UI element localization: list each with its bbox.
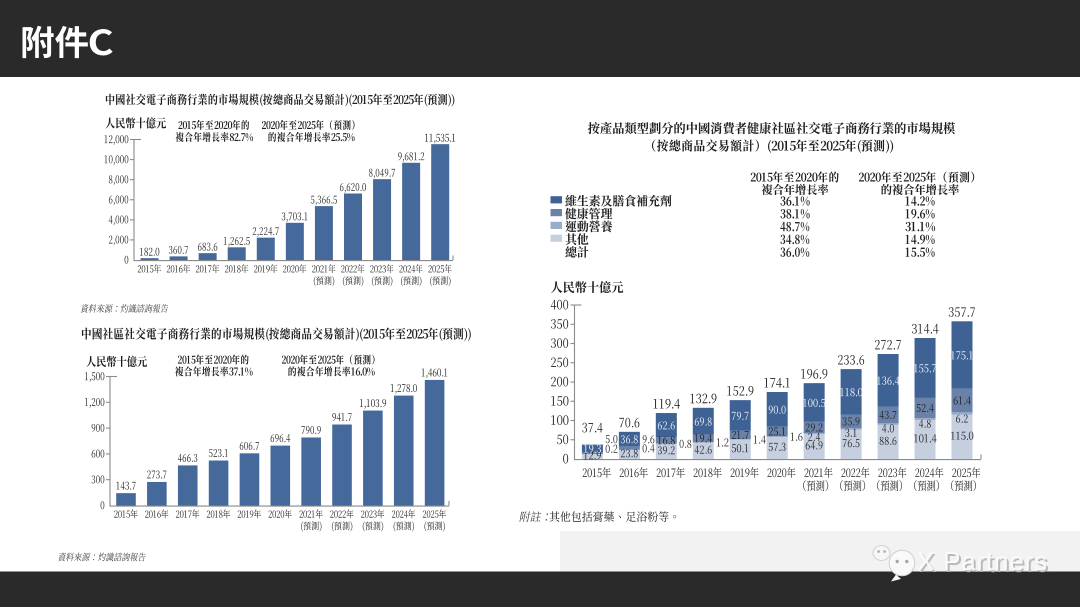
svg-text:X Partners: X Partners <box>917 546 1048 576</box>
